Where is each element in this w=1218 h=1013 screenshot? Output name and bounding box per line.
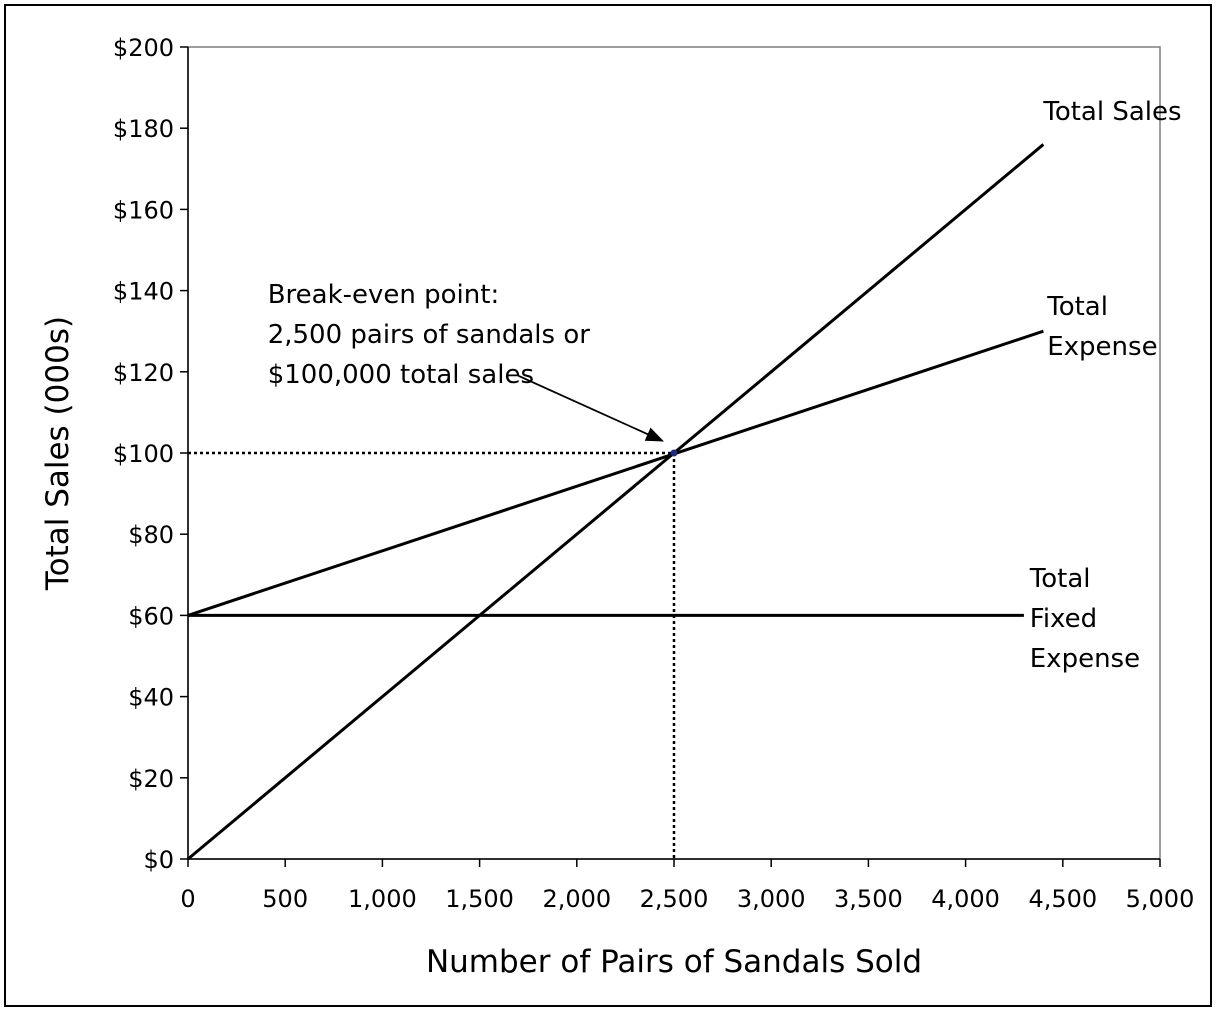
- y-axis-title: Total Sales (000s): [40, 316, 76, 591]
- x-tick-label: 1,500: [445, 885, 514, 913]
- y-tick-label: $0: [143, 846, 174, 874]
- y-tick-label: $80: [128, 521, 174, 549]
- y-tick-label: $120: [113, 359, 174, 387]
- x-axis-title: Number of Pairs of Sandals Sold: [426, 944, 922, 980]
- x-tick-label: 4,000: [931, 885, 1000, 913]
- total-expense-line: [187, 329, 1044, 617]
- x-tick-label: 3,000: [737, 885, 806, 913]
- y-tick-label: $100: [113, 440, 174, 468]
- series-label: Total Sales: [1042, 97, 1181, 127]
- y-tick-label: $180: [113, 115, 174, 143]
- y-tick-label: $40: [128, 684, 174, 712]
- series-labels: Total Sales Total Expense Total Fixed Expense: [1029, 97, 1182, 674]
- y-tick-label: $200: [113, 34, 174, 62]
- x-tick-label: 5,000: [1126, 885, 1195, 913]
- total-sales-line: [187, 143, 1045, 861]
- x-tick-label: 500: [262, 885, 308, 913]
- x-tick-label: 4,500: [1028, 885, 1097, 913]
- break-even-annotation-text: Break-even point: 2,500 pairs of sandals …: [268, 280, 591, 390]
- chart-frame: [4, 4, 1212, 1007]
- y-tick-label: $20: [128, 765, 174, 793]
- x-tick-label: 2,000: [542, 885, 611, 913]
- y-tick-label: $140: [113, 278, 174, 306]
- y-axis-ticks: $0 $20 $40 $60 $80 $100 $120 $140 $160 $180 $200: [113, 34, 188, 874]
- y-tick-label: $60: [128, 602, 174, 630]
- break-even-arrow: [518, 375, 664, 442]
- x-tick-label: 1,000: [348, 885, 417, 913]
- break-even-guides: [188, 451, 676, 859]
- break-even-point-marker: [670, 449, 678, 457]
- series-label: Total Expense: [1046, 292, 1157, 362]
- series-label: Total Fixed Expense: [1029, 564, 1140, 674]
- x-axis-ticks: 0 500 1,000 1,500 2,000 2,500 3,000 3,500 4,000 4…: [180, 859, 1194, 913]
- x-tick-label: 0: [180, 885, 195, 913]
- x-tick-label: 2,500: [640, 885, 709, 913]
- x-tick-label: 3,500: [834, 885, 903, 913]
- series-lines: [187, 143, 1045, 861]
- y-tick-label: $160: [113, 196, 174, 224]
- break-even-annotation: Break-even point: 2,500 pairs of sandals …: [268, 280, 664, 442]
